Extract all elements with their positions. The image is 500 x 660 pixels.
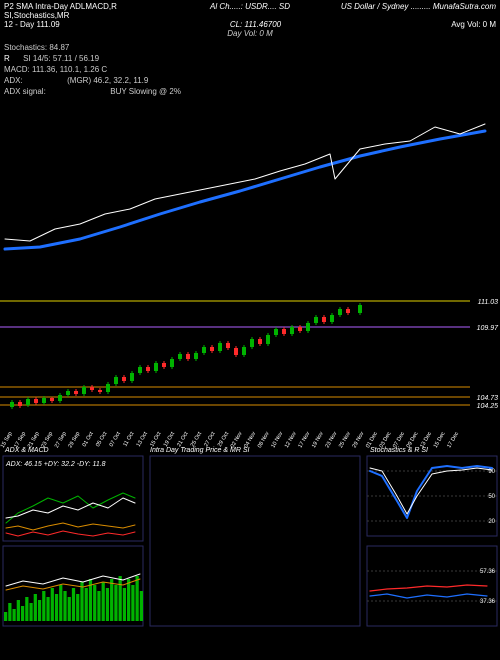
svg-text:01 Oct: 01 Oct [82,431,96,448]
header-avg-vol: Avg Vol: 0 M [451,20,496,29]
rsi-value: SI 14/5: 57.11 / 56.19 [23,54,99,63]
svg-text:Stochastics & R SI: Stochastics & R SI [370,447,428,454]
adx-signal-value: BUY Slowing @ 2% [110,87,181,96]
svg-text:27 Oct: 27 Oct [203,431,217,448]
svg-text:104.73: 104.73 [477,395,499,402]
header-source: US Dollar / Sydney ......... MunafaSutra… [332,2,496,20]
header-close-price: CL: 111.46700 [230,20,281,29]
header-period: 12 - Day 111.09 [4,20,60,29]
svg-text:17 Nov: 17 Nov [297,431,311,449]
stochastics-value: Stochastics: 84.87 [4,42,496,53]
adx-signal-label: ADX signal: [4,87,46,96]
header-symbol: Al Ch.....: USDR.... SD [168,2,332,20]
svg-text:05 Oct: 05 Oct [95,431,109,448]
chart-header: P2 SMA Intra-Day ADLMACD,R SI,Stochastic… [0,0,500,40]
svg-text:57.36: 57.36 [480,569,496,575]
svg-text:13 Oct: 13 Oct [136,431,150,448]
adx-value: (MGR) 46.2, 32.2, 11.9 [67,76,148,85]
svg-text:21 Oct: 21 Oct [176,431,190,448]
chart-canvas: 111.03109.97104.73104.2515 Sep17 Sep21 S… [0,99,500,644]
rsi-label: R [4,54,10,63]
svg-text:27 Sep: 27 Sep [54,431,68,449]
svg-text:19 Nov: 19 Nov [311,431,325,449]
svg-text:Intra Day Trading Price & MR: Intra Day Trading Price & MR SI [150,447,250,454]
svg-text:109.97: 109.97 [477,325,500,332]
svg-text:15 Dec: 15 Dec [433,431,447,449]
indicator-readout: Stochastics: 84.87 R SI 14/5: 57.11 / 56… [0,40,500,99]
svg-text:29 Oct: 29 Oct [217,431,231,448]
svg-text:ADX & MACD: ADX & MACD [4,447,49,454]
adx-label: ADX: [4,76,23,85]
svg-text:104.25: 104.25 [477,403,499,410]
svg-text:12 Nov: 12 Nov [284,431,298,449]
svg-text:19 Oct: 19 Oct [163,431,177,448]
svg-text:20: 20 [488,519,495,525]
svg-text:25 Oct: 25 Oct [190,431,204,448]
svg-text:37.36: 37.36 [480,599,496,605]
svg-text:29 Nov: 29 Nov [352,431,366,449]
svg-text:15 Oct: 15 Oct [149,431,163,448]
svg-text:50: 50 [488,494,495,500]
macd-value: MACD: 111.36, 110.1, 1.26 C [4,64,496,75]
svg-text:23 Nov: 23 Nov [325,431,339,449]
svg-text:ADX: 46.15 +DY: 32.2 -DY: 11.8: ADX: 46.15 +DY: 32.2 -DY: 11.8 [5,461,106,468]
svg-text:17 Dec: 17 Dec [446,431,460,449]
svg-text:08 Nov: 08 Nov [257,431,271,449]
header-indicators-list: P2 SMA Intra-Day ADLMACD,R SI,Stochastic… [4,2,168,20]
svg-text:07 Oct: 07 Oct [109,431,123,448]
svg-text:10 Nov: 10 Nov [270,431,284,449]
svg-text:11 Oct: 11 Oct [122,431,135,448]
header-day-vol: Day Vol: 0 M [227,29,273,38]
svg-text:111.03: 111.03 [478,299,498,306]
svg-text:29 Sep: 29 Sep [67,431,81,449]
svg-text:25 Nov: 25 Nov [338,431,352,449]
